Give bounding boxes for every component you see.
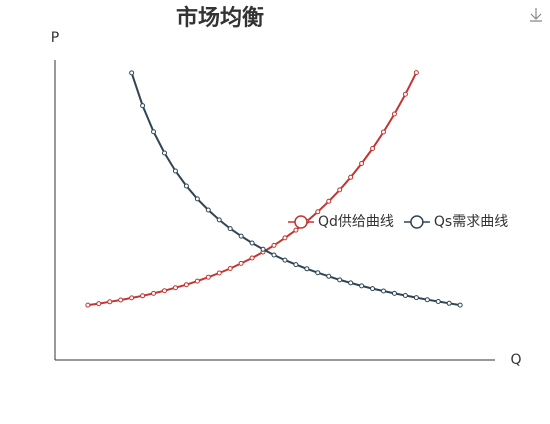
data-point [381,288,386,294]
legend-item: Qs需求曲线 [403,214,508,230]
legend-item: Qd供给曲线 [288,214,394,230]
data-point [391,290,397,296]
data-point [282,235,288,241]
data-point [183,282,189,288]
data-point [402,293,408,298]
data-point [359,283,365,289]
data-point [326,273,332,279]
data-point [249,255,255,261]
data-point [348,280,354,286]
data-point [348,174,354,180]
data-point [194,196,200,202]
data-point [457,302,463,308]
data-point [315,209,321,215]
data-point [370,286,376,292]
data-point [140,293,146,299]
data-point [140,103,146,109]
data-point [260,246,266,252]
legend-label: Qs需求曲线 [434,214,508,230]
data-point [85,302,91,308]
data-point [337,187,343,193]
y-axis-label: P [51,30,59,46]
data-point [172,285,178,291]
data-point [183,183,189,189]
data-point [293,227,299,233]
data-point [216,270,222,276]
data-point [337,277,343,283]
x-axis-label: Q [510,352,521,368]
data-point [402,91,408,97]
data-point [238,260,244,266]
data-point [227,266,233,271]
data-point [162,288,167,294]
data-point [151,290,157,296]
data-point [129,295,135,301]
data-point [370,146,376,151]
data-point [172,168,178,174]
data-point [216,217,222,223]
data-point [293,262,299,268]
data-point [359,161,365,166]
data-point [391,111,397,117]
data-point [151,129,157,135]
data-point [96,301,102,307]
data-point [118,297,124,303]
data-point [413,70,419,76]
data-point [271,242,277,248]
series-line [130,72,461,307]
data-point [194,278,200,284]
data-point [205,274,211,280]
data-point [282,257,288,263]
data-point [205,207,211,213]
data-point [413,295,419,301]
legend-swatch-marker [410,215,424,229]
chart-title: 市场均衡 [176,5,264,31]
data-point [446,300,452,306]
legend-label: Qd供给曲线 [318,214,394,230]
data-point [326,198,332,204]
data-point [381,129,386,135]
data-point [315,270,321,276]
series-line [87,72,418,307]
data-point [424,297,430,303]
download-icon[interactable] [530,8,542,22]
data-point [249,240,255,246]
data-point [271,252,277,258]
legend-swatch-marker [294,215,308,229]
data-point [129,70,135,76]
download-glyph [530,8,542,22]
data-point [435,299,441,304]
data-point [162,150,167,156]
data-point [238,233,244,239]
data-point [107,299,113,305]
data-point [304,266,310,272]
data-point [227,226,233,232]
